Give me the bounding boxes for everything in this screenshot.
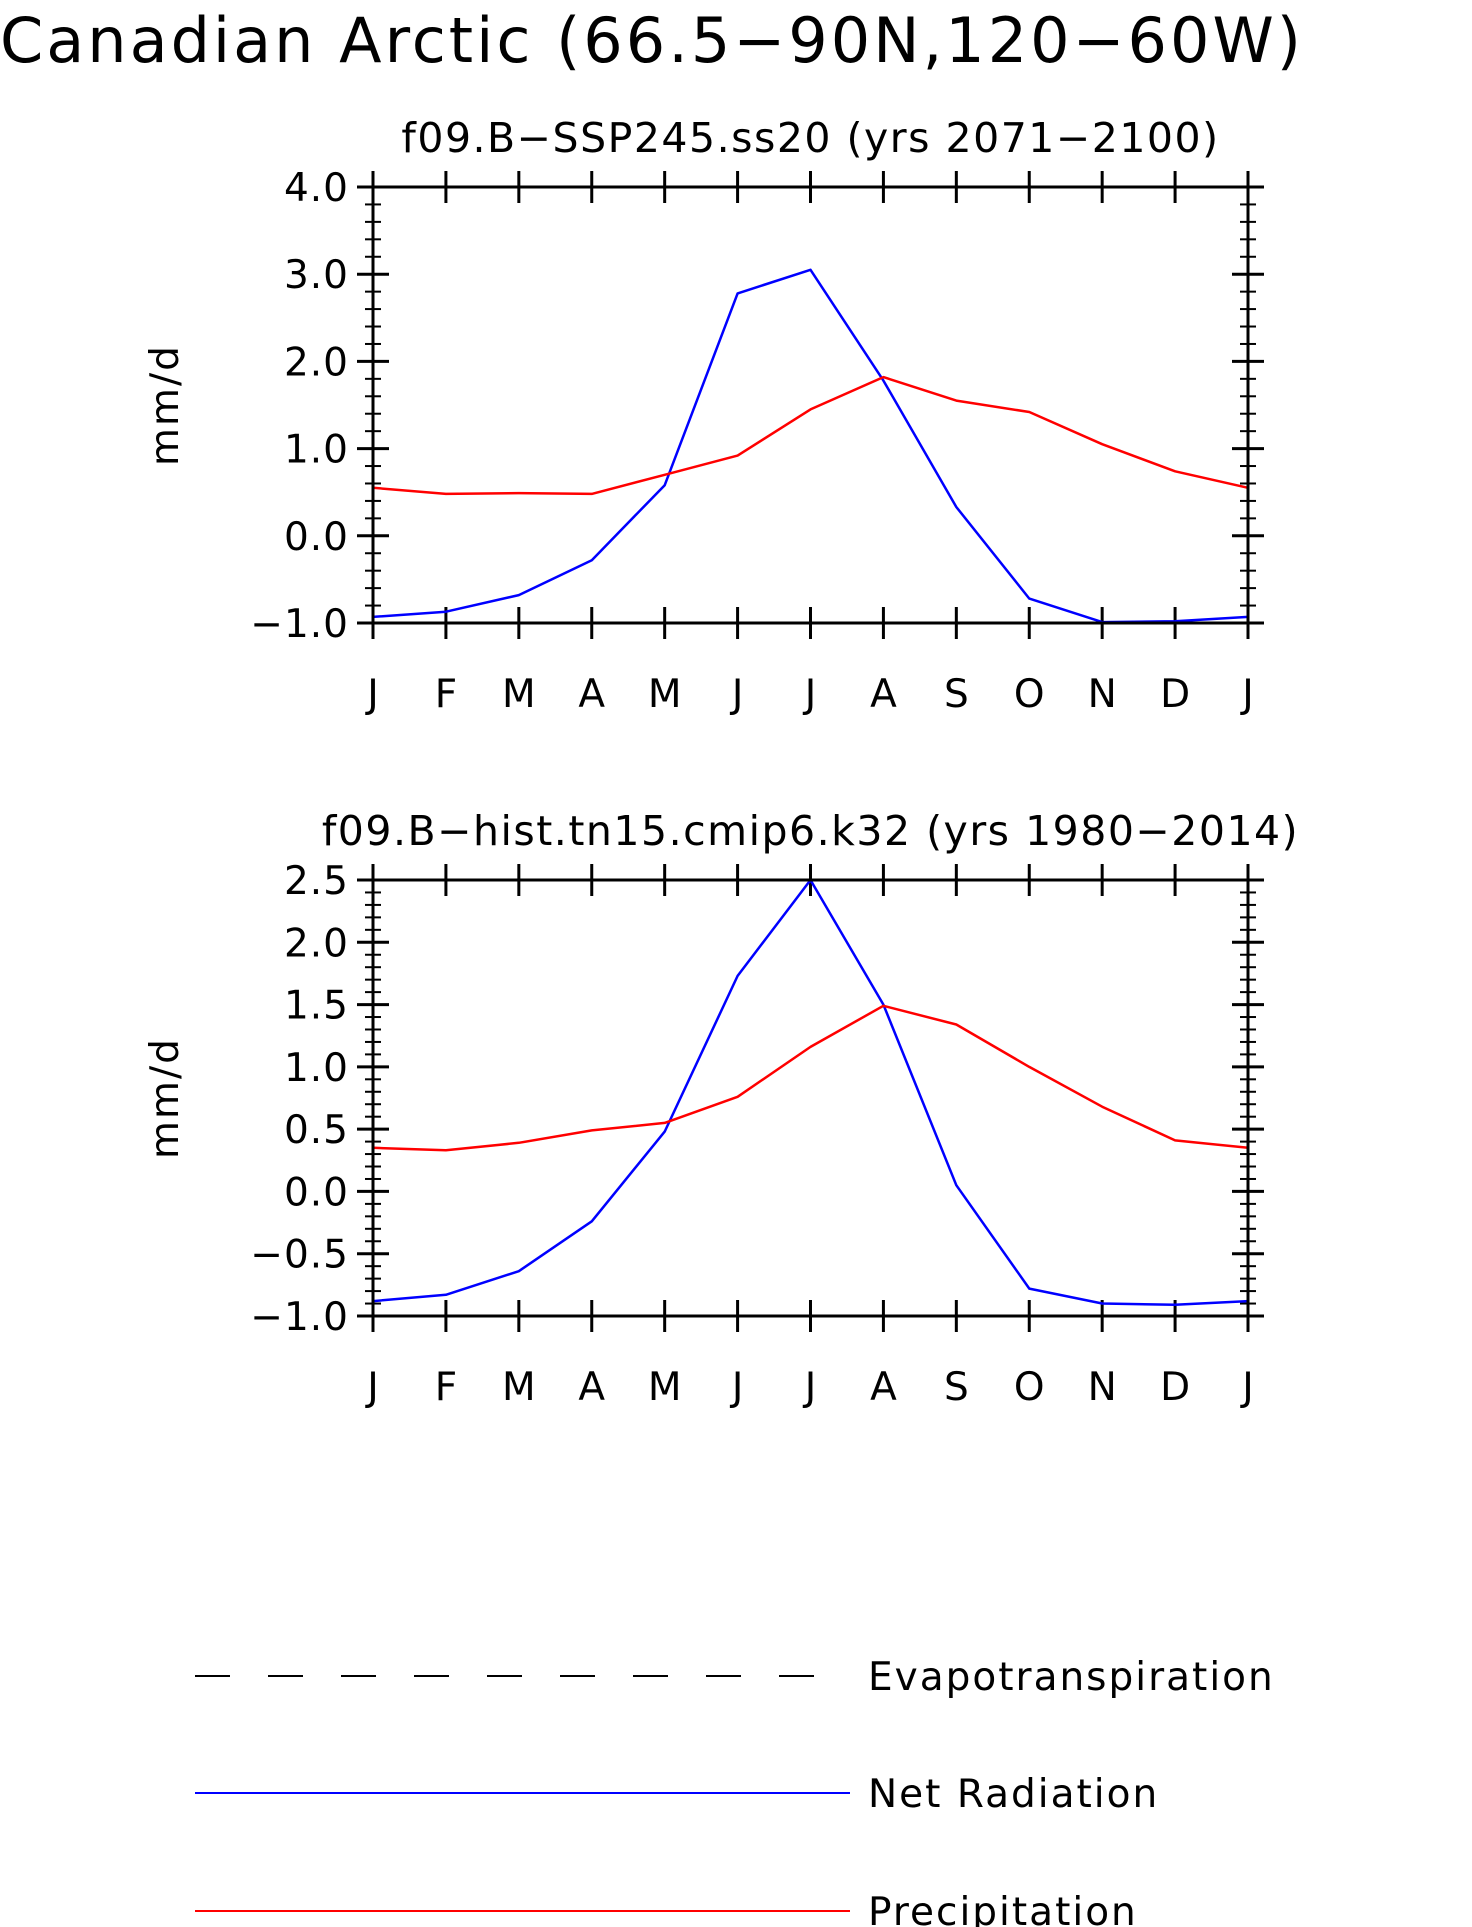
chart-title: f09.B−hist.tn15.cmip6.k32 (yrs 1980−2014… [322, 807, 1299, 855]
x-tick-label: A [578, 672, 605, 717]
x-tick-label: M [648, 1365, 682, 1410]
y-tick-label: 2.5 [284, 859, 349, 904]
x-tick-label: M [502, 672, 536, 717]
x-tick-label: D [1160, 672, 1190, 717]
y-tick-label: −0.5 [250, 1233, 349, 1278]
y-axis-label: mm/d [143, 344, 188, 466]
x-tick-label: J [802, 672, 817, 717]
x-tick-label: A [870, 672, 897, 717]
y-tick-label: 1.5 [284, 984, 349, 1029]
x-tick-label: M [502, 1365, 536, 1410]
x-tick-label: J [729, 672, 744, 717]
plot-frame [371, 185, 1250, 625]
x-tick-label: O [1014, 1365, 1045, 1410]
x-tick-label: M [648, 672, 682, 717]
series-line-net-radiation [372, 268, 1249, 624]
series-line-precipitation [372, 375, 1249, 496]
x-tick-label: J [364, 672, 379, 717]
x-tick-label: J [364, 1365, 379, 1410]
y-tick-label: 4.0 [284, 166, 349, 211]
x-tick-label: S [944, 1365, 969, 1410]
y-tick-label: −1.0 [250, 602, 349, 647]
y-tick-label: 2.0 [284, 921, 349, 966]
y-tick-label: 0.0 [284, 1170, 349, 1215]
y-tick-label: −1.0 [250, 1295, 349, 1340]
plot-frame [371, 878, 1250, 1318]
legend-label-net-radiation: Net Radiation [868, 1772, 1159, 1817]
x-tick-label: N [1088, 672, 1117, 717]
x-tick-label: J [729, 1365, 744, 1410]
x-tick-label: A [578, 1365, 605, 1410]
y-tick-label: 3.0 [284, 253, 349, 298]
chart-panel-bottom: f09.B−hist.tn15.cmip6.k32 (yrs 1980−2014… [143, 807, 1299, 1410]
y-tick-label: 1.0 [284, 1046, 349, 1091]
y-axis-label: mm/d [143, 1037, 188, 1159]
x-tick-label: J [1239, 1365, 1254, 1410]
chart-title: f09.B−SSP245.ss20 (yrs 2071−2100) [401, 114, 1219, 162]
x-tick-label: F [435, 672, 457, 717]
series-line-net-radiation [372, 878, 1249, 1307]
y-tick-label: 0.0 [284, 515, 349, 560]
chart-panel-top: f09.B−SSP245.ss20 (yrs 2071−2100) mm/d −1.… [143, 114, 1264, 717]
legend-label-precipitation: Precipitation [868, 1890, 1138, 1927]
x-tick-label: N [1088, 1365, 1117, 1410]
x-tick-label: S [944, 672, 969, 717]
y-tick-label: 2.0 [284, 340, 349, 385]
x-tick-label: D [1160, 1365, 1190, 1410]
figure-title: Canadian Arctic (66.5−90N,120−60W) [0, 4, 1304, 77]
legend: Evapotranspiration Net Radiation Precipi… [195, 1655, 1275, 1927]
x-tick-label: J [1239, 672, 1254, 717]
legend-label-evapotranspiration: Evapotranspiration [868, 1655, 1275, 1700]
x-tick-label: O [1014, 672, 1045, 717]
x-tick-label: A [870, 1365, 897, 1410]
x-tick-label: J [802, 1365, 817, 1410]
x-tick-label: F [435, 1365, 457, 1410]
y-tick-label: 0.5 [284, 1108, 349, 1153]
series-line-precipitation [372, 1004, 1249, 1152]
y-tick-label: 1.0 [284, 428, 349, 473]
